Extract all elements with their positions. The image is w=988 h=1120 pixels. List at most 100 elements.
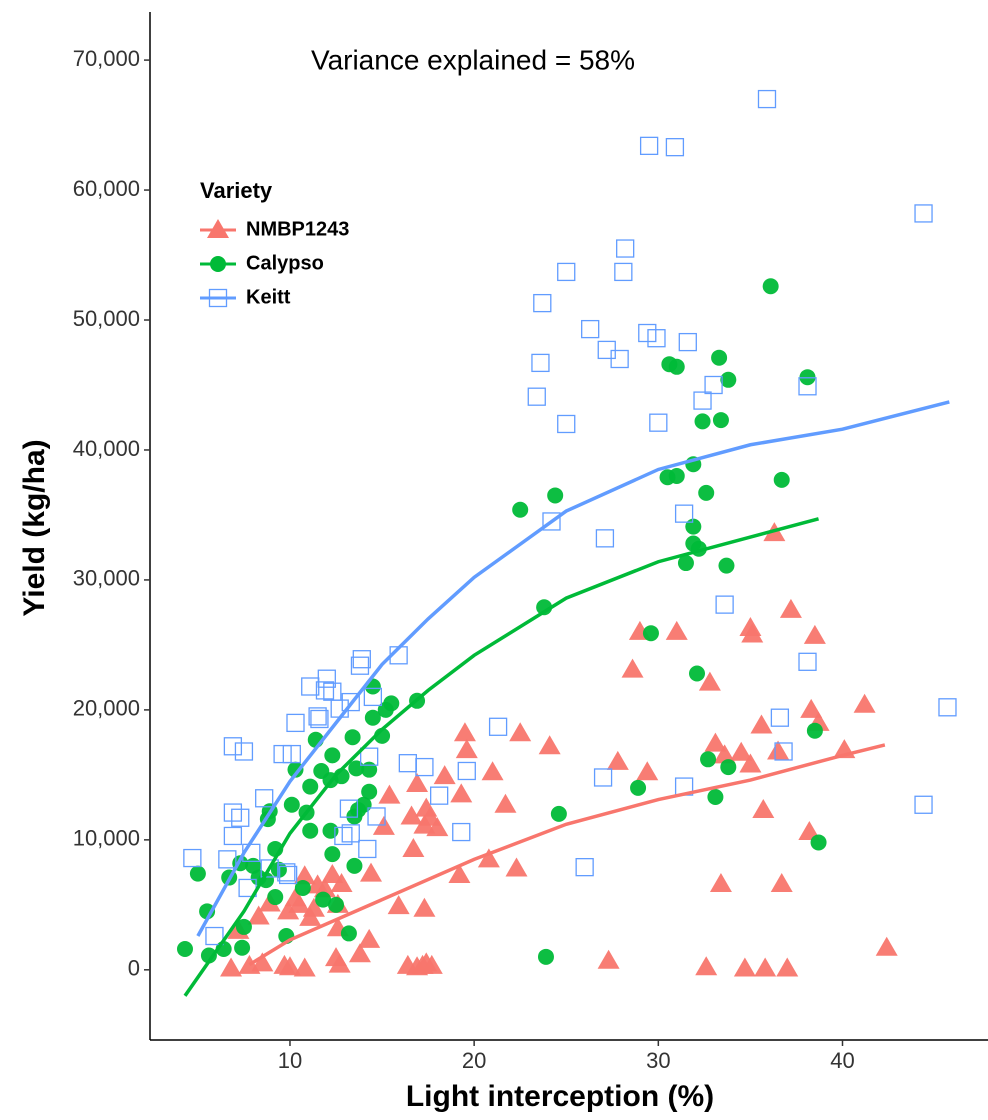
data-point	[770, 873, 793, 893]
data-point	[223, 737, 243, 756]
data-point	[453, 722, 476, 742]
data-point	[704, 375, 723, 395]
data-point	[668, 358, 685, 375]
data-point	[757, 89, 777, 109]
data-point	[779, 598, 802, 618]
data-point	[531, 353, 550, 373]
data-point	[328, 953, 351, 973]
data-point	[339, 799, 359, 818]
data-point	[693, 391, 712, 410]
data-point	[533, 293, 552, 313]
data-point	[315, 681, 335, 700]
data-point	[322, 822, 339, 839]
data-point	[752, 798, 775, 818]
data-point	[665, 620, 688, 640]
data-point	[293, 865, 316, 885]
legend-symbol	[208, 288, 228, 308]
data-point	[346, 857, 363, 874]
data-point	[647, 329, 666, 348]
data-point	[542, 512, 561, 531]
legend-title: Variety	[200, 178, 273, 203]
data-point	[283, 796, 300, 813]
data-point	[344, 729, 361, 746]
data-point	[481, 761, 504, 781]
data-point	[606, 750, 629, 770]
data-point	[301, 677, 320, 696]
legend-label: Calypso	[246, 252, 324, 274]
data-point	[364, 709, 381, 726]
data-point	[310, 709, 329, 729]
fit-line	[196, 400, 950, 937]
data-point	[286, 713, 305, 733]
data-point	[798, 377, 817, 396]
data-point	[430, 786, 449, 805]
data-point	[700, 751, 717, 768]
data-point	[277, 900, 300, 920]
data-point	[247, 905, 270, 925]
data-point	[803, 624, 826, 644]
data-point	[457, 761, 476, 781]
data-point	[575, 858, 594, 877]
data-point	[750, 714, 773, 734]
data-point	[413, 897, 436, 917]
data-point	[711, 349, 728, 366]
data-point	[358, 839, 377, 859]
data-point	[448, 863, 471, 883]
y-tick-label: 0	[128, 956, 140, 981]
data-point	[712, 412, 729, 429]
data-point	[616, 239, 635, 258]
data-point	[455, 739, 478, 759]
data-point	[273, 744, 292, 764]
data-point	[762, 278, 779, 295]
data-point	[361, 783, 378, 800]
data-point	[597, 949, 620, 969]
data-point	[341, 824, 360, 843]
data-point	[639, 136, 659, 156]
data-point	[278, 865, 298, 885]
data-point	[360, 862, 383, 882]
y-tick-label: 10,000	[73, 826, 140, 851]
data-point	[718, 557, 735, 574]
data-point	[452, 822, 471, 842]
legend-label: Keitt	[246, 286, 291, 308]
data-point	[538, 735, 561, 755]
data-point	[223, 803, 243, 822]
data-point	[698, 484, 715, 501]
x-tick-label: 10	[278, 1048, 302, 1073]
data-point	[350, 656, 370, 675]
data-point	[733, 957, 756, 977]
legend-label: NMBP1243	[246, 218, 349, 240]
data-point	[527, 387, 546, 406]
data-point	[302, 778, 319, 795]
data-point	[914, 795, 933, 814]
data-point	[234, 939, 251, 956]
data-point	[348, 943, 371, 963]
annotation: Variance explained = 58%	[311, 44, 635, 75]
data-point	[642, 625, 659, 642]
data-point	[317, 669, 336, 688]
data-point	[488, 717, 508, 736]
data-point	[223, 826, 243, 846]
data-point	[754, 957, 777, 977]
data-point	[360, 747, 379, 766]
data-point	[636, 761, 659, 781]
data-point	[800, 698, 823, 718]
data-point	[593, 768, 613, 787]
data-point	[610, 349, 629, 369]
data-point	[938, 698, 957, 717]
data-point	[767, 740, 790, 760]
data-point	[367, 807, 386, 826]
data-point	[270, 861, 287, 878]
data-point	[183, 848, 202, 868]
data-point	[776, 957, 799, 977]
data-point	[235, 918, 252, 935]
data-point	[189, 865, 206, 882]
data-point	[798, 821, 821, 841]
data-point	[352, 650, 371, 669]
fit-line	[183, 517, 820, 997]
data-point	[313, 878, 336, 898]
data-point	[277, 863, 296, 882]
data-point	[358, 928, 381, 948]
data-point	[402, 837, 425, 857]
data-point	[426, 817, 449, 837]
